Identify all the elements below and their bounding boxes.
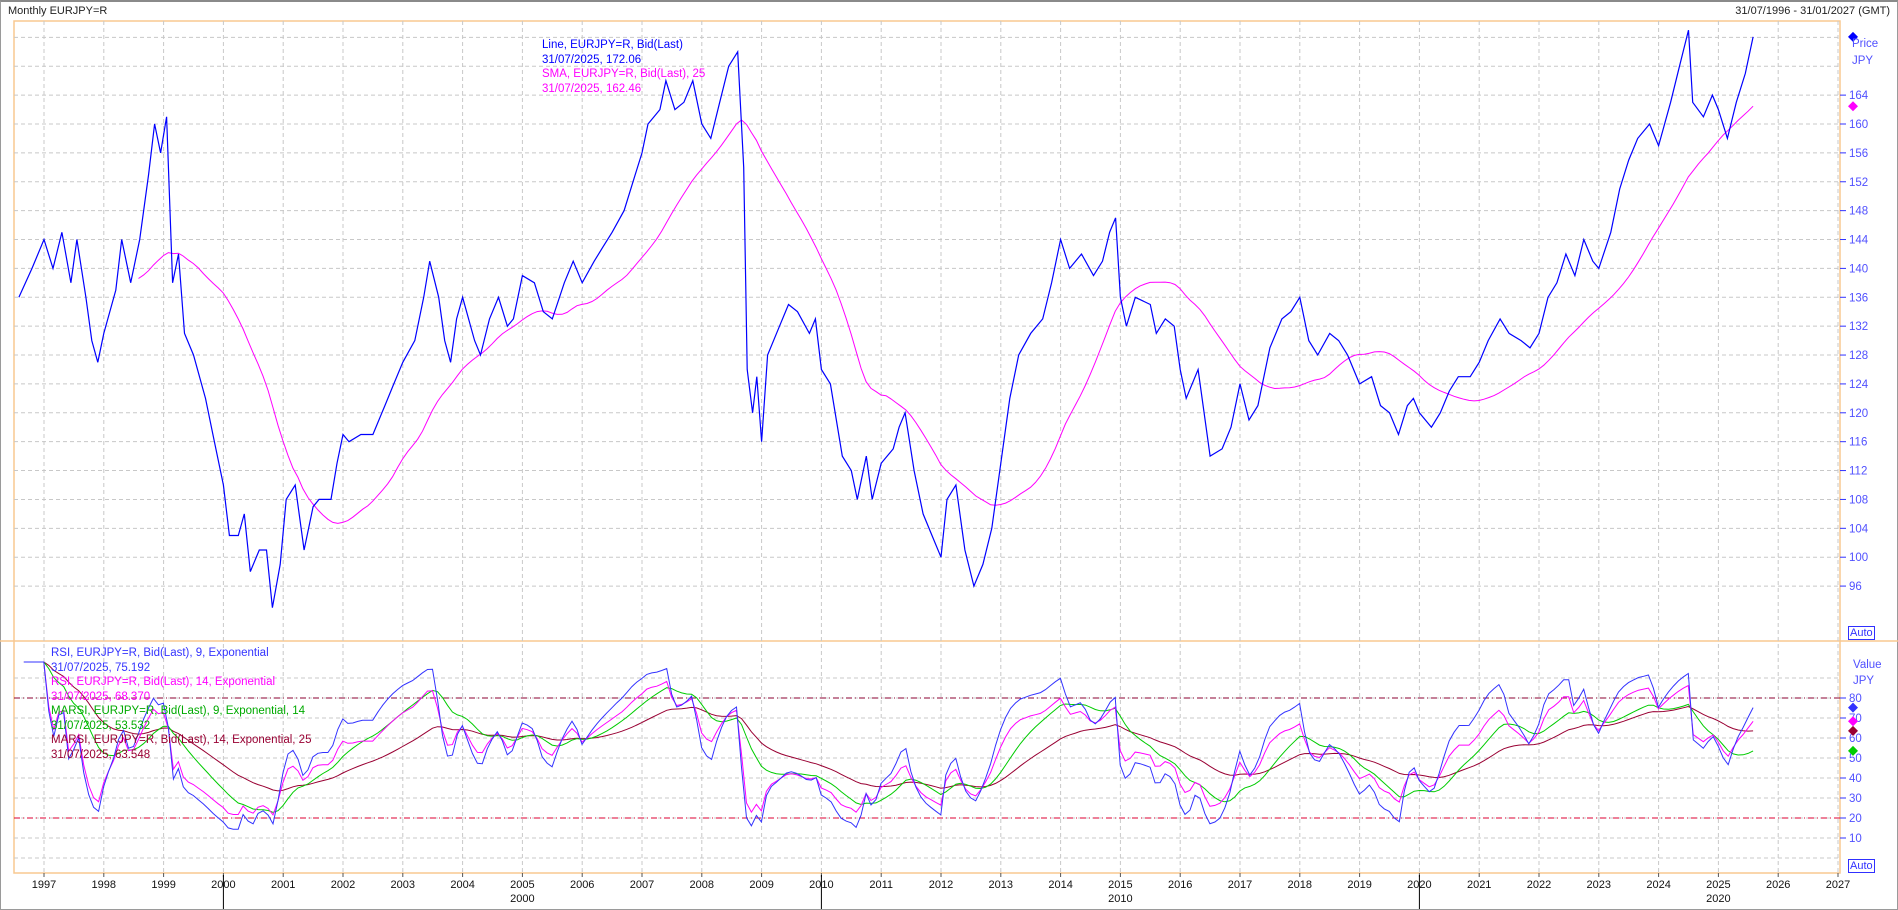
- x-tick-label: 2006: [570, 879, 594, 891]
- x-tick-label: 1999: [151, 879, 175, 891]
- price-axis-label: 156: [1849, 148, 1868, 160]
- price-axis-label: 124: [1849, 379, 1869, 391]
- x-tick-label: 1998: [92, 879, 116, 891]
- rsi-axis-label: 80: [1849, 693, 1862, 705]
- x-tick-label: 2013: [989, 879, 1013, 891]
- price-axis-label: 104: [1849, 523, 1869, 535]
- price-axis-label: 120: [1849, 408, 1868, 420]
- rsi-last-marker-icon-3: [1848, 725, 1858, 736]
- legend-marsi14-value: 31/07/2025, 63.548: [51, 748, 151, 761]
- price-axis-label: 96: [1849, 581, 1862, 593]
- legend-rsi14-value: 31/07/2025, 68.370: [51, 690, 151, 703]
- x-tick-label: 1997: [32, 879, 56, 891]
- price-axis-label: 152: [1849, 177, 1868, 189]
- rsi-auto-scale-button[interactable]: Auto: [1848, 859, 1875, 873]
- price-axis-label: 132: [1849, 321, 1868, 333]
- x-tick-label: 2011: [869, 879, 893, 891]
- price-axis-currency: JPY: [1852, 55, 1874, 67]
- rsi-axis-label: 40: [1849, 773, 1862, 785]
- rsi-axis-label: 60: [1849, 733, 1862, 745]
- decade-label: 2010: [1108, 893, 1132, 905]
- price-axis-label: 160: [1849, 119, 1868, 131]
- rsi14-line: [23, 661, 1754, 816]
- sma-line: [138, 105, 1754, 524]
- price-axis-label: 128: [1849, 350, 1868, 362]
- rsi9-line: [23, 661, 1754, 830]
- x-tick-label: 2017: [1228, 879, 1252, 891]
- rsi-axis-label: 20: [1849, 813, 1862, 825]
- x-tick-label: 2012: [929, 879, 953, 891]
- price-axis-label: 116: [1849, 437, 1867, 449]
- legend-line-name: Line, EURJPY=R, Bid(Last): [542, 39, 683, 51]
- rsi-last-marker-icon-1: [1848, 716, 1858, 727]
- price-axis-label: 144: [1849, 235, 1869, 247]
- legend-rsi9-name: RSI, EURJPY=R, Bid(Last), 9, Exponential: [51, 647, 269, 659]
- x-tick-label: 2016: [1168, 879, 1192, 891]
- decade-label: 2020: [1706, 893, 1730, 905]
- price-line: [18, 29, 1754, 608]
- x-tick-label: 2023: [1587, 879, 1611, 891]
- x-tick-label: 2025: [1706, 879, 1730, 891]
- x-tick-label: 2014: [1048, 879, 1072, 891]
- price-last-marker-icon: [1848, 31, 1858, 42]
- x-tick-label: 2021: [1467, 879, 1491, 891]
- price-legend: Line, EURJPY=R, Bid(Last) 31/07/2025, 17…: [542, 38, 705, 96]
- rsi-axis-label: 50: [1849, 753, 1862, 765]
- x-tick-label: 2009: [749, 879, 773, 891]
- x-tick-label: 2018: [1288, 879, 1312, 891]
- rsi-axis-label: Value: [1853, 659, 1882, 671]
- price-axis-label: 112: [1849, 466, 1867, 478]
- x-tick-label: 2007: [630, 879, 654, 891]
- rsi-legend: RSI, EURJPY=R, Bid(Last), 9, Exponential…: [51, 646, 311, 762]
- legend-marsi9-name: MARSI, EURJPY=R, Bid(Last), 9, Exponenti…: [51, 705, 306, 717]
- price-axis-label: 108: [1849, 494, 1868, 506]
- legend-line-value: 31/07/2025, 172.06: [542, 53, 642, 66]
- legend-marsi9-value: 31/07/2025, 53.532: [51, 719, 151, 732]
- x-tick-label: 2026: [1766, 879, 1790, 891]
- x-tick-label: 2027: [1826, 879, 1850, 891]
- legend-marsi14-name: MARSI, EURJPY=R, Bid(Last), 14, Exponent…: [51, 734, 312, 746]
- price-axis-label: 100: [1849, 552, 1868, 564]
- legend-sma-name: SMA, EURJPY=R, Bid(Last), 25: [542, 68, 706, 80]
- x-tick-label: 2001: [271, 879, 295, 891]
- x-tick-label: 2024: [1646, 879, 1670, 891]
- date-range: 31/07/1996 - 31/01/2027 (GMT): [1735, 5, 1890, 17]
- price-axis-label: 148: [1849, 206, 1868, 218]
- price-axis-label: 140: [1849, 263, 1868, 275]
- marsi14-line: [23, 661, 1754, 792]
- decade-label: 2000: [510, 893, 534, 905]
- x-tick-label: 2005: [510, 879, 534, 891]
- chart-title: Monthly EURJPY=R: [8, 5, 108, 17]
- rsi-axis-label: 10: [1849, 833, 1862, 845]
- marsi9-line: [23, 661, 1754, 813]
- rsi-last-marker-icon-0: [1848, 702, 1858, 713]
- sma-last-marker-icon: [1848, 101, 1858, 112]
- rsi-last-marker-icon-2: [1848, 745, 1858, 756]
- x-tick-label: 2003: [391, 879, 415, 891]
- x-tick-label: 2002: [331, 879, 355, 891]
- price-axis-label: 136: [1849, 292, 1868, 304]
- x-tick-label: 2008: [690, 879, 714, 891]
- x-tick-label: 2022: [1527, 879, 1551, 891]
- legend-rsi14-name: RSI, EURJPY=R, Bid(Last), 14, Exponentia…: [51, 676, 276, 688]
- plot-border: [13, 20, 1841, 874]
- rsi-axis-label: 30: [1849, 793, 1862, 805]
- price-auto-scale-button[interactable]: Auto: [1848, 626, 1875, 640]
- x-tick-label: 2019: [1347, 879, 1371, 891]
- price-axis-label: Price: [1852, 38, 1879, 50]
- legend-rsi9-value: 31/07/2025, 75.192: [51, 661, 151, 674]
- legend-sma-value: 31/07/2025, 162.46: [542, 82, 642, 95]
- x-tick-label: 2004: [450, 879, 474, 891]
- price-axis-label: 164: [1849, 90, 1869, 102]
- rsi-axis-currency: JPY: [1853, 675, 1875, 687]
- x-tick-label: 2015: [1108, 879, 1132, 891]
